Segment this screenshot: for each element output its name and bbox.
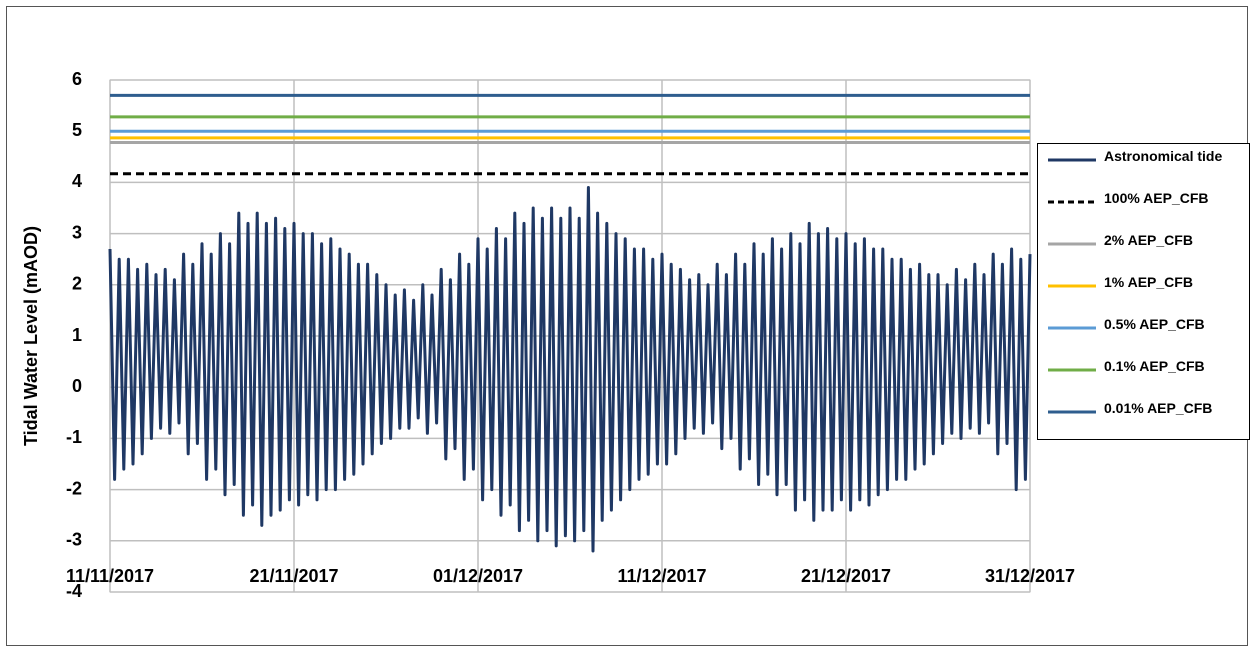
y-tick-label: 3 bbox=[72, 222, 82, 242]
legend-entry: Astronomical tide bbox=[1038, 148, 1249, 190]
x-tick-label: 21/11/2017 bbox=[249, 566, 338, 586]
legend-entry: 0.01% AEP_CFB bbox=[1038, 400, 1249, 442]
x-tick-label: 11/11/2017 bbox=[66, 566, 154, 586]
legend-swatch bbox=[1048, 326, 1096, 330]
y-tick-label: -2 bbox=[66, 478, 82, 498]
legend-label: 0.01% AEP_CFB bbox=[1104, 400, 1213, 416]
legend-entry: 1% AEP_CFB bbox=[1038, 274, 1249, 316]
legend-entry: 0.5% AEP_CFB bbox=[1038, 316, 1249, 358]
legend-swatch bbox=[1048, 200, 1096, 204]
y-tick-label: 1 bbox=[72, 325, 82, 345]
legend-label: 1% AEP_CFB bbox=[1104, 274, 1193, 290]
legend: Astronomical tide 100% AEP_CFB 2% AEP_CFB 1… bbox=[1037, 143, 1250, 440]
legend-label: 100% AEP_CFB bbox=[1104, 190, 1209, 206]
legend-entry: 100% AEP_CFB bbox=[1038, 190, 1249, 232]
y-tick-label: 6 bbox=[72, 69, 82, 89]
legend-swatch bbox=[1048, 158, 1096, 162]
legend-swatch bbox=[1048, 368, 1096, 372]
y-tick-label: 4 bbox=[72, 171, 82, 191]
legend-swatch bbox=[1048, 242, 1096, 246]
legend-label: 0.5% AEP_CFB bbox=[1104, 316, 1205, 332]
tide-line bbox=[108, 186, 1032, 553]
legend-entry: 2% AEP_CFB bbox=[1038, 232, 1249, 274]
y-tick-label: 5 bbox=[72, 120, 82, 140]
y-tick-label: 2 bbox=[72, 274, 82, 294]
legend-swatch bbox=[1048, 410, 1096, 414]
legend-swatch bbox=[1048, 284, 1096, 288]
y-tick-label: -4 bbox=[66, 581, 82, 601]
x-tick-label: 11/12/2017 bbox=[617, 566, 706, 586]
y-tick-label: -1 bbox=[66, 427, 82, 447]
x-tick-label: 01/12/2017 bbox=[433, 566, 523, 586]
y-axis-label: Tidal Water Level (mAOD) bbox=[21, 226, 41, 446]
legend-entry: 0.1% AEP_CFB bbox=[1038, 358, 1249, 400]
y-tick-label: 0 bbox=[72, 376, 82, 396]
x-tick-label: 31/12/2017 bbox=[985, 566, 1075, 586]
legend-label: 0.1% AEP_CFB bbox=[1104, 358, 1205, 374]
y-tick-label: -3 bbox=[66, 530, 82, 550]
legend-label: 2% AEP_CFB bbox=[1104, 232, 1193, 248]
legend-label: Astronomical tide bbox=[1104, 148, 1223, 164]
x-tick-label: 21/12/2017 bbox=[801, 566, 891, 586]
